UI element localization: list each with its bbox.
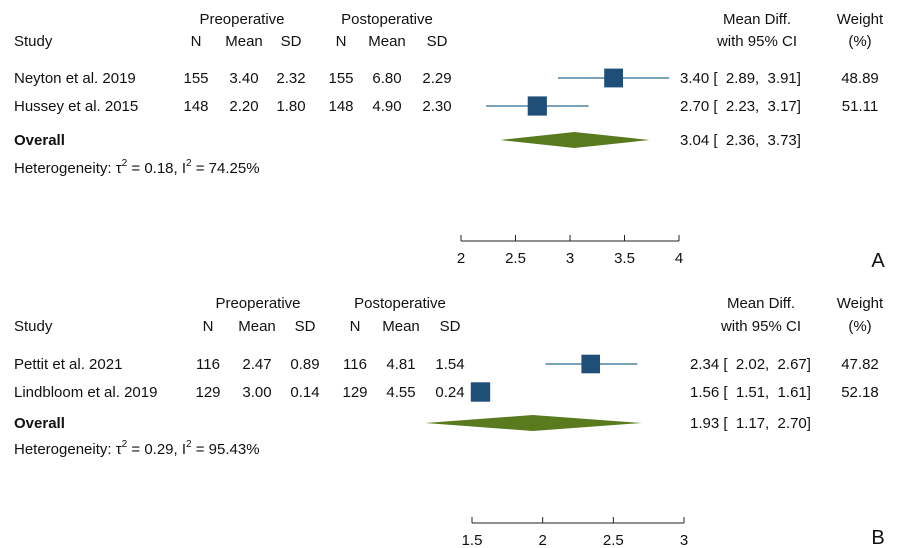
effect-ci-text: 3.40 [ 2.89, 3.91]	[680, 70, 801, 87]
study-value-pn: 129	[342, 384, 367, 401]
study-value-mean: 3.00	[242, 384, 271, 401]
study-value-sd: 2.32	[276, 70, 305, 87]
study-value-mean: 2.47	[242, 356, 271, 373]
header-preoperative: Preoperative	[199, 11, 284, 28]
study-value-pmean: 4.90	[372, 98, 401, 115]
header-postoperative: Postoperative	[354, 295, 446, 312]
header-mean: Mean	[225, 33, 263, 50]
axis-tick-label: 3	[680, 532, 688, 548]
header-mean-diff: Mean Diff.	[727, 295, 795, 312]
study-value-mean: 2.20	[229, 98, 258, 115]
overall-ci-text: 3.04 [ 2.36, 3.73]	[680, 132, 801, 149]
study-value-pn: 155	[328, 70, 353, 87]
overall-label: Overall	[14, 132, 65, 149]
study-value-sd: 0.89	[290, 356, 319, 373]
study-value-pmean: 4.81	[386, 356, 415, 373]
overall-ci-text: 1.93 [ 1.17, 2.70]	[690, 415, 811, 432]
study-value-pn: 148	[328, 98, 353, 115]
axis-tick-label: 2.5	[603, 532, 624, 548]
study-value-sd: 1.80	[276, 98, 305, 115]
study-value-psd: 2.30	[422, 98, 451, 115]
x-axis: 1.5 2 2.5 3	[462, 517, 688, 548]
panel-letter: B	[871, 527, 884, 548]
header-ci: with 95% CI	[720, 318, 801, 335]
header-psd: SD	[440, 318, 461, 335]
study-value-pmean: 4.55	[386, 384, 415, 401]
axis-tick-label: 2	[538, 532, 546, 548]
header-weight-pct: (%)	[848, 318, 871, 335]
study-row: Hussey et al. 2015 148 2.20 1.80 148 4.90 2.30…	[14, 96, 878, 116]
study-label: Lindbloom et al. 2019	[14, 384, 157, 401]
overall-label: Overall	[14, 415, 65, 432]
axis-tick-label: 2	[457, 250, 465, 267]
overall-diamond	[425, 415, 642, 431]
header-study: Study	[14, 318, 53, 335]
header-mean-diff: Mean Diff.	[723, 11, 791, 28]
axis-tick-label: 1.5	[462, 532, 483, 548]
effect-marker	[470, 382, 491, 402]
header-postoperative: Postoperative	[341, 11, 433, 28]
study-value-n: 129	[195, 384, 220, 401]
study-label: Neyton et al. 2019	[14, 70, 136, 87]
header-pmean: Mean	[368, 33, 406, 50]
study-row: Pettit et al. 2021 116 2.47 0.89 116 4.81 1.54…	[14, 354, 879, 374]
header-weight-pct: (%)	[848, 33, 871, 50]
header-n: N	[203, 318, 214, 335]
header-psd: SD	[427, 33, 448, 50]
study-row: Lindbloom et al. 2019 129 3.00 0.14 129 4.55 0…	[14, 382, 879, 402]
axis-tick-label: 2.5	[505, 250, 526, 267]
effect-ci-text: 2.34 [ 2.02, 2.67]	[690, 356, 811, 373]
study-label: Hussey et al. 2015	[14, 98, 138, 115]
effect-ci-text: 2.70 [ 2.23, 3.17]	[680, 98, 801, 115]
header-n: N	[191, 33, 202, 50]
study-value-pmean: 6.80	[372, 70, 401, 87]
header-pn: N	[336, 33, 347, 50]
header-pn: N	[350, 318, 361, 335]
header-weight: Weight	[837, 295, 884, 312]
heterogeneity-text: Heterogeneity: τ2 = 0.29, I2 = 95.43%	[14, 439, 260, 458]
axis-tick-label: 4	[675, 250, 683, 267]
header-sd: SD	[281, 33, 302, 50]
header-weight: Weight	[837, 11, 884, 28]
header-mean: Mean	[238, 318, 276, 335]
study-weight: 51.11	[842, 98, 878, 115]
effect-marker	[604, 68, 624, 88]
study-value-psd: 1.54	[435, 356, 464, 373]
study-value-psd: 2.29	[422, 70, 451, 87]
study-value-mean: 3.40	[229, 70, 258, 87]
heterogeneity-text: Heterogeneity: τ2 = 0.18, I2 = 74.25%	[14, 158, 260, 177]
study-row: Neyton et al. 2019 155 3.40 2.32 155 6.80 2.29…	[14, 68, 879, 88]
header-sd: SD	[295, 318, 316, 335]
study-weight: 52.18	[841, 384, 879, 401]
effect-marker	[581, 354, 601, 374]
header-ci: with 95% CI	[716, 33, 797, 50]
study-value-n: 116	[196, 356, 220, 373]
study-label: Pettit et al. 2021	[14, 356, 122, 373]
axis-tick-label: 3	[566, 250, 574, 267]
overall-diamond	[500, 132, 650, 148]
forest-panel-a: Preoperative Postoperative Mean Diff. Weigh…	[14, 11, 885, 272]
effect-marker	[527, 96, 547, 116]
header-preoperative: Preoperative	[215, 295, 300, 312]
study-weight: 47.82	[841, 356, 879, 373]
study-value-sd: 0.14	[290, 384, 319, 401]
study-value-pn: 116	[343, 356, 367, 373]
study-value-psd: 0.24	[435, 384, 464, 401]
header-pmean: Mean	[382, 318, 420, 335]
panel-letter: A	[871, 250, 885, 272]
axis-tick-label: 3.5	[614, 250, 635, 267]
header-study: Study	[14, 33, 53, 50]
study-value-n: 148	[183, 98, 208, 115]
effect-ci-text: 1.56 [ 1.51, 1.61]	[690, 384, 811, 401]
study-value-n: 155	[183, 70, 208, 87]
study-weight: 48.89	[841, 70, 879, 87]
x-axis: 2 2.5 3 3.5 4	[457, 235, 683, 267]
forest-panel-b: Preoperative Postoperative Mean Diff. Weigh…	[14, 295, 885, 548]
